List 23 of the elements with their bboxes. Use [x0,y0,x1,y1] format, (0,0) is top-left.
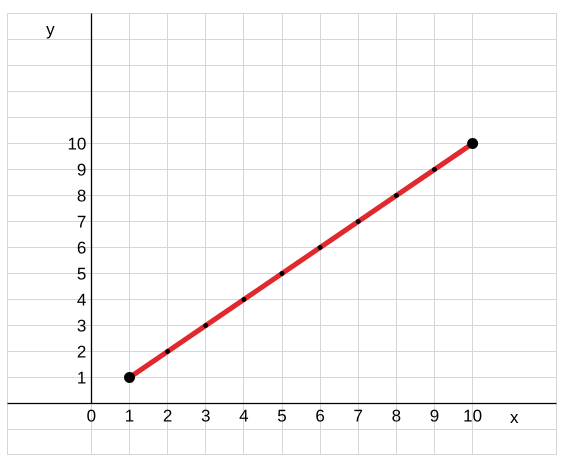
y-tick-label: 8 [76,186,86,206]
y-tick-label: 7 [76,212,86,232]
y-tick-label: 4 [76,290,86,310]
y-axis-title: y [46,20,56,39]
y-tick-label: 3 [76,316,86,336]
x-axis-title: x [510,408,519,427]
y-tick-label: 10 [67,134,86,154]
x-tick-label: 2 [162,406,172,426]
x-tick-label: 5 [277,406,287,426]
x-tick-label: 3 [201,406,210,426]
y-tick-label: 1 [76,368,86,388]
x-tick-label: 9 [430,406,440,426]
x-tick-label: 1 [124,406,134,426]
y-tick-label: 5 [76,264,86,284]
x-tick-label: 8 [392,406,402,426]
x-tick-label: 10 [463,406,482,426]
y-tick-label: 6 [76,238,86,258]
y-tick-label: 9 [76,160,86,180]
x-tick-label: 0 [86,406,96,426]
x-tick-label: 7 [354,406,363,426]
x-tick-label: 4 [239,406,249,426]
x-tick-label: 6 [315,406,325,426]
y-tick-label: 2 [76,342,86,362]
